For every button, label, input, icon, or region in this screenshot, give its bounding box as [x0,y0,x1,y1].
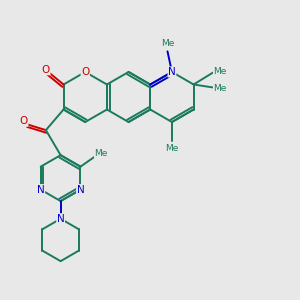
Text: Me: Me [213,67,227,76]
Text: N: N [37,184,45,195]
Text: O: O [42,65,50,75]
Text: N: N [168,67,176,77]
Text: Me: Me [213,84,227,93]
Text: N: N [76,184,84,195]
Text: Me: Me [165,144,178,153]
Text: O: O [20,116,28,126]
Text: N: N [57,214,64,224]
Text: O: O [81,67,89,77]
Text: Me: Me [161,40,174,49]
Text: Me: Me [94,149,108,158]
